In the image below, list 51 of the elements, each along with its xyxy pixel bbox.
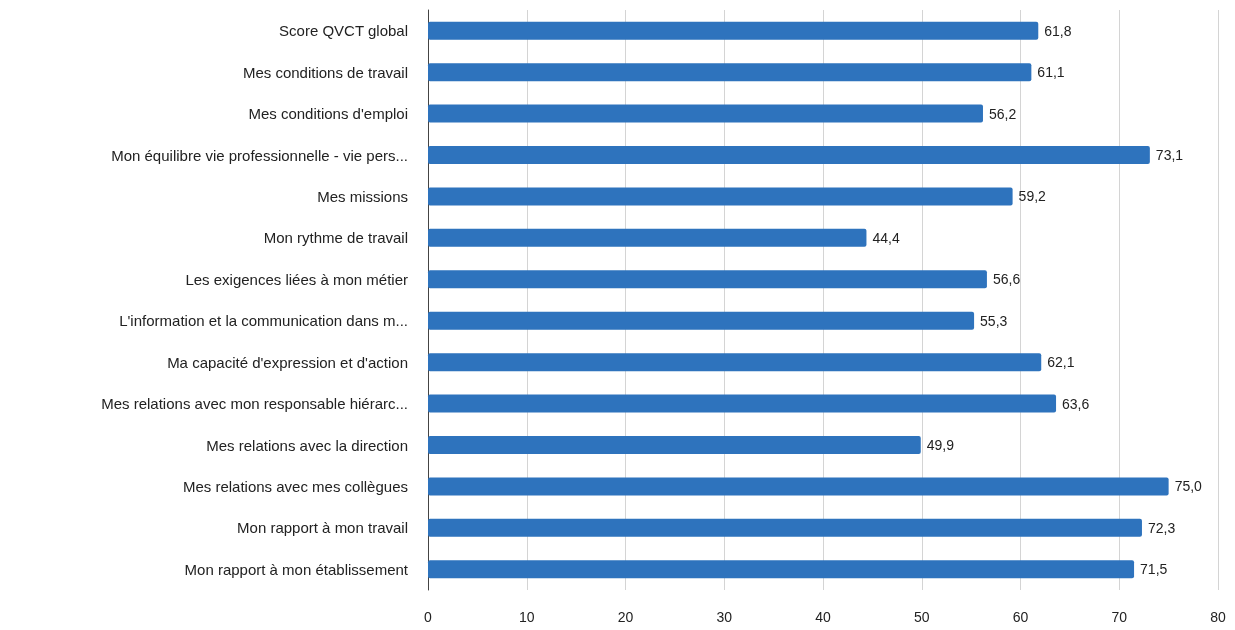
x-tick-label: 60 [1012, 609, 1029, 625]
y-tick-label: Score QVCT global [279, 22, 408, 40]
x-tick-label: 40 [815, 609, 831, 625]
y-tick-label: Mes conditions de travail [242, 63, 408, 81]
y-tick-label: L'information et la communication dans m... [119, 312, 408, 330]
y-tick-label: Mes relations avec la direction [206, 436, 408, 454]
data-label: 55,3 [980, 312, 1008, 329]
x-tick-label: 70 [1111, 609, 1128, 625]
x-tick-label: 80 [1210, 609, 1226, 625]
data-label: 75,0 [1174, 478, 1203, 495]
data-label: 62,1 [1047, 354, 1075, 371]
bar [428, 311, 975, 330]
y-tick-label: Mes relations avec mes collègues [182, 477, 408, 495]
bar [428, 436, 921, 454]
bar [428, 394, 1057, 413]
y-tick-label: Mon rapport à mon travail [237, 519, 408, 537]
data-label: 61,1 [1037, 64, 1065, 81]
bar [428, 353, 1042, 372]
data-label: 63,6 [1062, 395, 1090, 412]
y-tick-label: Mon équilibre vie professionnelle - vie pers... [111, 146, 408, 164]
y-tick-label: Mes relations avec mon responsable hiérarc... [101, 395, 408, 413]
data-label: 72,3 [1147, 519, 1176, 536]
data-label: 61,8 [1044, 22, 1072, 39]
bar [428, 477, 1169, 496]
x-tick-label: 10 [518, 609, 535, 625]
data-label: 56,6 [992, 271, 1021, 288]
y-tick-label: Ma capacité d'expression et d'action [167, 353, 408, 371]
x-tick-label: 30 [716, 609, 733, 625]
x-tick-label: 0 [424, 609, 433, 625]
bar [428, 146, 1150, 164]
y-tick-label: Mon rythme de travail [263, 229, 408, 247]
data-label: 73,1 [1155, 147, 1184, 163]
x-tick-label: 20 [617, 609, 634, 625]
bar [428, 187, 1013, 206]
bar [428, 104, 983, 123]
y-tick-label: Mon rapport à mon établissement [184, 560, 409, 578]
bar [428, 21, 1039, 40]
data-label: 59,2 [1018, 188, 1047, 205]
bar [428, 270, 987, 289]
data-label: 71,5 [1140, 561, 1168, 578]
bar [428, 228, 867, 247]
x-tick-label: 50 [913, 609, 930, 625]
y-tick-label: Mes missions [317, 187, 408, 205]
y-tick-label: Mes conditions d'emploi [248, 105, 408, 123]
data-label: 44,4 [872, 229, 900, 246]
bar [428, 63, 1032, 82]
bar [428, 518, 1142, 537]
data-label: 49,9 [926, 437, 955, 453]
y-tick-label: Les exigences liées à mon métier [185, 270, 408, 288]
bar [428, 560, 1135, 579]
data-label: 56,2 [988, 105, 1017, 122]
